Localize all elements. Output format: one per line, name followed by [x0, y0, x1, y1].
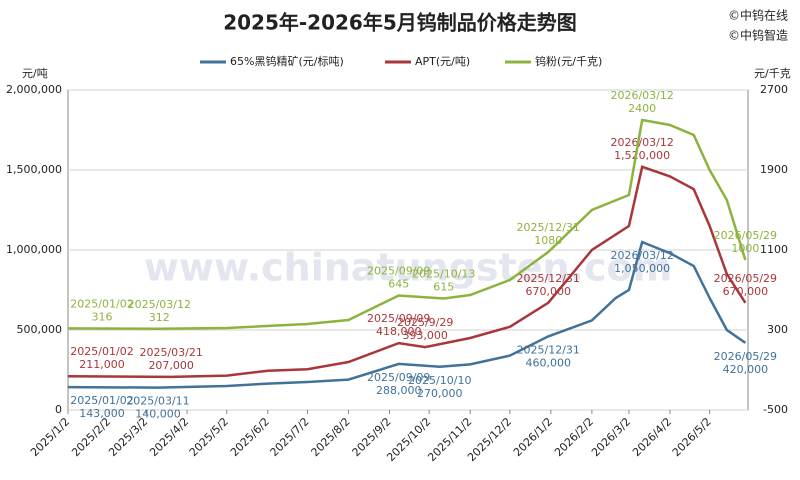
annotation-date: 2025/09/09 [367, 312, 430, 325]
annotation-value: 670,000 [525, 285, 571, 298]
annotation-date: 2025/12/31 [517, 221, 580, 234]
annotation-date: 2025/01/02 [70, 345, 133, 358]
annotation-value: 270,000 [417, 387, 463, 400]
annotation-date: 2025/10/13 [412, 268, 475, 281]
y2-tick-label: 2700 [760, 83, 788, 96]
annotation-date: 2025/9/29 [397, 316, 453, 329]
annotation-date: 2026/03/12 [610, 136, 673, 149]
copyright: ©中钨智造 [728, 28, 788, 43]
annotation-value: 316 [92, 310, 113, 323]
annotation-value: 418,000 [376, 325, 422, 338]
legend-label: 钨粉(元/千克) [535, 55, 602, 68]
y2-tick-label: 300 [767, 323, 788, 336]
annotation-value: 211,000 [79, 358, 125, 371]
annotation-date: 2026/03/12 [610, 89, 673, 102]
y2-tick-label: 1900 [760, 163, 788, 176]
annotation-value: 1,050,000 [614, 262, 670, 275]
copyright: ©中钨在线 [728, 8, 788, 23]
watermark: www.chinatungsten.com [144, 246, 672, 290]
annotation-date: 2026/05/29 [714, 350, 777, 363]
series-line [67, 240, 747, 389]
annotation-date: 2026/05/29 [714, 272, 777, 285]
series-line [67, 165, 747, 379]
annotation-value: 1080 [534, 234, 562, 247]
annotation-value: 420,000 [723, 363, 769, 376]
annotation-value: 460,000 [525, 356, 571, 369]
y2-tick-label: -500 [763, 403, 788, 416]
annotation-value: 207,000 [148, 359, 194, 372]
y-tick-label: 1,500,000 [6, 163, 62, 176]
annotation-value: 143,000 [79, 407, 125, 420]
annotation-date: 2025/12/31 [517, 272, 580, 285]
legend-label: APT(元/吨) [415, 55, 470, 68]
annotation-date: 2026/05/29 [714, 229, 777, 242]
y-tick-label: 2,000,000 [6, 83, 62, 96]
y-unit: 元/吨 [22, 67, 48, 80]
chart-title: 2025年-2026年5月钨制品价格走势图 [223, 11, 577, 35]
annotation-date: 2025/09/09 [367, 371, 430, 384]
annotation-value: 1,520,000 [614, 149, 670, 162]
y-tick-label: 0 [55, 403, 62, 416]
y2-unit: 元/千克 [754, 67, 791, 80]
annotation-value: 393,000 [402, 329, 448, 342]
annotation-value: 615 [433, 281, 454, 294]
y-tick-label: 500,000 [17, 323, 63, 336]
y-tick-label: 1,000,000 [6, 243, 62, 256]
annotation-value: 1000 [731, 242, 759, 255]
series-line [67, 118, 747, 331]
annotation-date: 2025/03/11 [126, 395, 189, 408]
annotation-date: 2025/12/31 [517, 343, 580, 356]
annotation-date: 2025/09/09 [367, 265, 430, 278]
annotation-date: 2025/10/10 [408, 374, 471, 387]
legend-label: 65%黑钨精矿(元/标吨) [230, 54, 344, 68]
annotation-value: 2400 [628, 102, 656, 115]
annotation-value: 670,000 [723, 285, 769, 298]
annotation-value: 312 [149, 311, 170, 324]
annotation-date: 2025/01/02 [70, 394, 133, 407]
annotation-date: 2026/03/12 [610, 249, 673, 262]
annotation-date: 2025/03/21 [139, 346, 202, 359]
annotation-date: 2025/03/12 [128, 298, 191, 311]
annotation-value: 140,000 [135, 408, 181, 421]
y2-tick-label: 1100 [760, 243, 788, 256]
annotation-value: 645 [388, 278, 409, 291]
annotation-value: 288,000 [376, 384, 422, 397]
annotation-date: 2025/01/02 [70, 297, 133, 310]
